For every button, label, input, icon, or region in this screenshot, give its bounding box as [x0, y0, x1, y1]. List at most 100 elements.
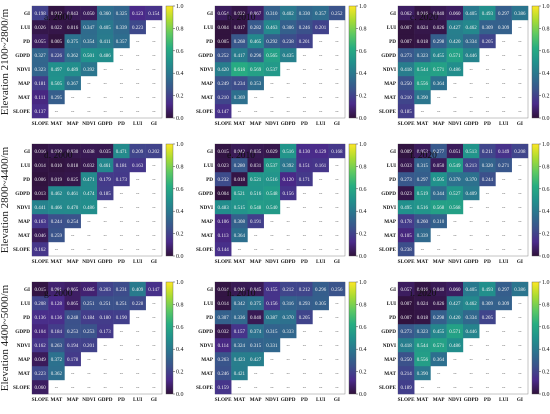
cell-value-label: 0.155 — [266, 288, 278, 293]
heatmap-cell — [231, 76, 248, 91]
heatmap-cell — [247, 200, 264, 215]
y-tick-label: GDPD — [198, 53, 213, 59]
empty-cell-dash: -- — [437, 386, 441, 391]
colorbar-tick-label: 0.8 — [176, 302, 184, 308]
cell-value-label: 0.441 — [35, 206, 47, 211]
heatmap-cell — [430, 62, 447, 77]
cell-value-label: 0.462 — [466, 302, 478, 307]
empty-cell-dash: -- — [120, 330, 124, 335]
empty-cell-dash: -- — [453, 234, 457, 239]
empty-cell-dash: -- — [270, 82, 274, 87]
cell-value-label: 0.018 — [417, 316, 429, 321]
x-tick-label: MAP — [250, 121, 263, 127]
cell-value-label: 0.015 — [218, 150, 230, 155]
cell-value-label: 0.205 — [482, 316, 494, 321]
x-tick-label: NDVI — [82, 121, 95, 127]
heatmap-cell — [113, 158, 130, 173]
x-tick-label: SLOPE — [32, 259, 50, 265]
empty-cell-dash: -- — [71, 234, 75, 239]
cell-value-label: 0.040 — [433, 12, 445, 17]
y-tick-label: GDPD — [381, 53, 396, 59]
cell-value-label: 0.282 — [250, 26, 262, 31]
x-tick-label: GDPD — [464, 121, 479, 127]
empty-cell-dash: -- — [502, 192, 506, 197]
cell-value-label: 0.331 — [266, 344, 278, 349]
cell-value-label: 0.375 — [67, 40, 79, 45]
y-tick-label: MAT — [201, 95, 213, 101]
empty-cell-dash: -- — [518, 302, 522, 307]
cell-value-label: 0.246 — [299, 26, 311, 31]
heatmap-cell — [231, 172, 248, 187]
heatmap-cell — [231, 296, 248, 311]
empty-cell-dash: -- — [120, 386, 124, 391]
cell-value-label: 0.334 — [466, 40, 478, 45]
heatmap-cell — [215, 20, 232, 35]
colorbar-tick-label: 0.6 — [542, 49, 550, 55]
empty-cell-dash: -- — [87, 82, 91, 87]
x-tick-label: SLOPE — [32, 397, 50, 403]
colorbar-tick-label: 0.4 — [359, 209, 367, 215]
empty-cell-dash: -- — [152, 26, 156, 31]
heatmap-cell — [296, 20, 313, 35]
cell-value-label: 0.252 — [331, 12, 343, 17]
x-tick-label: PD — [118, 121, 125, 127]
heatmap-cell — [48, 296, 65, 311]
cell-value-label: 0.455 — [433, 54, 445, 59]
heatmap-cell — [32, 228, 49, 243]
colorbar-tick-label: 1.0 — [176, 142, 184, 148]
heatmap-cell — [80, 144, 98, 159]
empty-cell-dash: -- — [270, 234, 274, 239]
empty-cell-dash: -- — [502, 96, 506, 101]
heatmap-cell — [32, 186, 49, 201]
panel-title: e. 2010 — [227, 151, 255, 161]
x-tick-label: PD — [118, 397, 125, 403]
heatmap-cell — [80, 282, 98, 297]
empty-cell-dash: -- — [286, 372, 290, 377]
heatmap-cell — [129, 20, 146, 35]
cell-value-label: 0.244 — [482, 178, 494, 183]
cell-value-label: 0.409 — [132, 288, 144, 293]
colorbar-tick-label: 1.0 — [542, 280, 550, 286]
cell-value-label: 0.190 — [116, 316, 128, 321]
colorbar-tick-label: 1.0 — [176, 280, 184, 286]
empty-cell-dash: -- — [335, 26, 339, 31]
empty-cell-dash: -- — [136, 358, 140, 363]
cell-value-label: 0.181 — [116, 164, 128, 169]
heatmap-cell — [495, 6, 512, 21]
cell-value-label: 0.106 — [218, 220, 230, 225]
colorbar-tick-label: 0.4 — [542, 209, 550, 215]
heatmap-cell — [296, 158, 313, 173]
heatmap-cell — [48, 76, 65, 91]
heatmap-cell — [32, 48, 49, 63]
cell-value-label: 0.418 — [401, 344, 413, 349]
cell-value-label: 0.014 — [35, 164, 47, 169]
empty-cell-dash: -- — [152, 68, 156, 73]
empty-cell-dash: -- — [421, 110, 425, 115]
colorbar-tick-label: 0.4 — [542, 347, 550, 353]
empty-cell-dash: -- — [303, 344, 307, 349]
heatmap-cell — [263, 186, 281, 201]
empty-cell-dash: -- — [319, 82, 323, 87]
cell-value-label: 0.405 — [466, 288, 478, 293]
cell-value-label: 0.203 — [100, 288, 112, 293]
empty-cell-dash: -- — [152, 40, 156, 45]
x-tick-label: MAT — [234, 259, 246, 265]
colorbar — [348, 281, 357, 395]
cell-value-label: 0.054 — [218, 12, 230, 17]
heatmap-cell — [97, 20, 114, 35]
y-tick-label: SLOPE — [196, 385, 214, 391]
colorbar-tick-label: 0.6 — [359, 187, 367, 193]
x-tick-label: NDVI — [82, 259, 95, 265]
heatmap-cell — [113, 6, 130, 21]
cell-value-label: 0.486 — [449, 68, 461, 73]
cell-value-label: 0.344 — [433, 192, 445, 197]
heatmap-cell — [414, 352, 431, 367]
cell-value-label: 0.251 — [83, 302, 95, 307]
heatmap-cell — [495, 144, 512, 159]
empty-cell-dash: -- — [254, 234, 258, 239]
cell-value-label: 0.568 — [449, 206, 461, 211]
heatmap-cell — [414, 186, 431, 201]
empty-cell-dash: -- — [136, 192, 140, 197]
empty-cell-dash: -- — [502, 358, 506, 363]
colorbar-tick-label: 0.4 — [176, 209, 184, 215]
